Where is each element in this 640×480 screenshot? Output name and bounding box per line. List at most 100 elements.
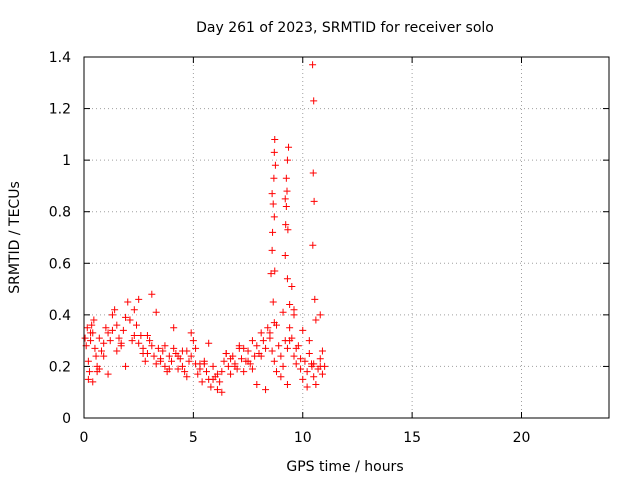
data-point <box>183 373 191 381</box>
data-point <box>189 337 197 345</box>
data-point <box>135 295 143 303</box>
data-point <box>231 362 239 370</box>
data-point <box>282 221 290 229</box>
data-point <box>227 370 235 378</box>
data-point <box>270 319 278 327</box>
data-point <box>218 368 226 376</box>
data-point <box>100 339 108 347</box>
data-point <box>235 342 243 350</box>
data-point <box>290 311 298 319</box>
data-point <box>299 326 307 334</box>
data-point <box>262 386 270 394</box>
data-point <box>89 378 97 386</box>
data-point <box>259 337 267 345</box>
data-point <box>216 378 224 386</box>
data-point <box>248 337 256 345</box>
data-point <box>299 375 307 383</box>
y-tick-label: 1 <box>62 153 71 169</box>
data-point <box>113 321 121 329</box>
data-point <box>285 143 293 151</box>
data-point <box>209 362 217 370</box>
data-point <box>87 337 95 345</box>
data-point <box>271 136 279 144</box>
data-point <box>257 352 265 360</box>
data-point <box>135 339 143 347</box>
data-point <box>316 362 324 370</box>
x-tick-label: 20 <box>513 430 531 446</box>
data-point <box>308 362 316 370</box>
data-point <box>301 357 309 365</box>
data-point <box>170 324 178 332</box>
data-point <box>168 357 175 365</box>
data-point <box>152 308 160 316</box>
data-point <box>266 329 274 337</box>
data-point <box>284 226 292 234</box>
data-point <box>150 352 158 360</box>
data-point <box>108 311 116 319</box>
y-tick-label: 1.2 <box>49 102 71 118</box>
data-point <box>84 375 92 383</box>
data-point <box>203 368 210 376</box>
data-point <box>122 313 130 321</box>
data-point <box>286 324 294 332</box>
data-point <box>283 275 291 283</box>
data-point <box>303 383 311 391</box>
data-points <box>81 61 329 396</box>
x-tick-label: 10 <box>294 430 312 446</box>
data-point <box>309 241 317 249</box>
data-point <box>253 342 261 350</box>
data-point <box>240 368 248 376</box>
data-point <box>310 373 318 381</box>
data-point <box>154 344 162 352</box>
data-point <box>122 362 130 370</box>
data-point <box>248 365 256 373</box>
data-point <box>159 347 167 355</box>
data-point <box>84 357 92 365</box>
data-point <box>88 321 96 329</box>
data-point <box>108 326 116 334</box>
data-point <box>318 370 326 378</box>
data-point <box>222 350 230 358</box>
data-point <box>161 342 169 350</box>
data-point <box>117 339 125 347</box>
data-point <box>178 362 186 370</box>
data-point <box>312 316 320 324</box>
data-point <box>269 200 277 208</box>
data-point <box>187 329 195 337</box>
plot-frame <box>83 56 610 419</box>
data-point <box>251 352 259 360</box>
data-point <box>257 329 265 337</box>
data-point <box>141 357 149 365</box>
data-point <box>305 337 313 345</box>
data-point <box>106 337 114 345</box>
data-point <box>262 344 270 352</box>
data-point <box>310 197 318 205</box>
data-point <box>227 355 235 363</box>
data-point <box>139 350 147 358</box>
data-point <box>311 295 319 303</box>
data-point <box>148 290 156 298</box>
data-point <box>310 97 318 105</box>
data-point <box>240 344 248 352</box>
data-point <box>297 355 305 363</box>
data-point <box>275 342 283 350</box>
data-point <box>81 334 89 342</box>
data-point <box>268 190 276 198</box>
data-point <box>286 337 294 345</box>
data-point <box>269 228 277 236</box>
data-point <box>273 368 280 376</box>
data-point <box>83 324 91 332</box>
data-point <box>277 352 285 360</box>
data-point <box>277 373 285 381</box>
data-point <box>130 306 138 314</box>
x-tick-label: 0 <box>80 430 89 446</box>
data-point <box>95 334 103 342</box>
data-point <box>161 362 169 370</box>
data-point <box>224 362 232 370</box>
data-point <box>187 352 195 360</box>
y-tick-label: 0.2 <box>49 359 71 375</box>
data-point <box>181 368 189 376</box>
data-point <box>165 352 173 360</box>
data-point <box>316 311 324 319</box>
data-point <box>283 380 291 388</box>
